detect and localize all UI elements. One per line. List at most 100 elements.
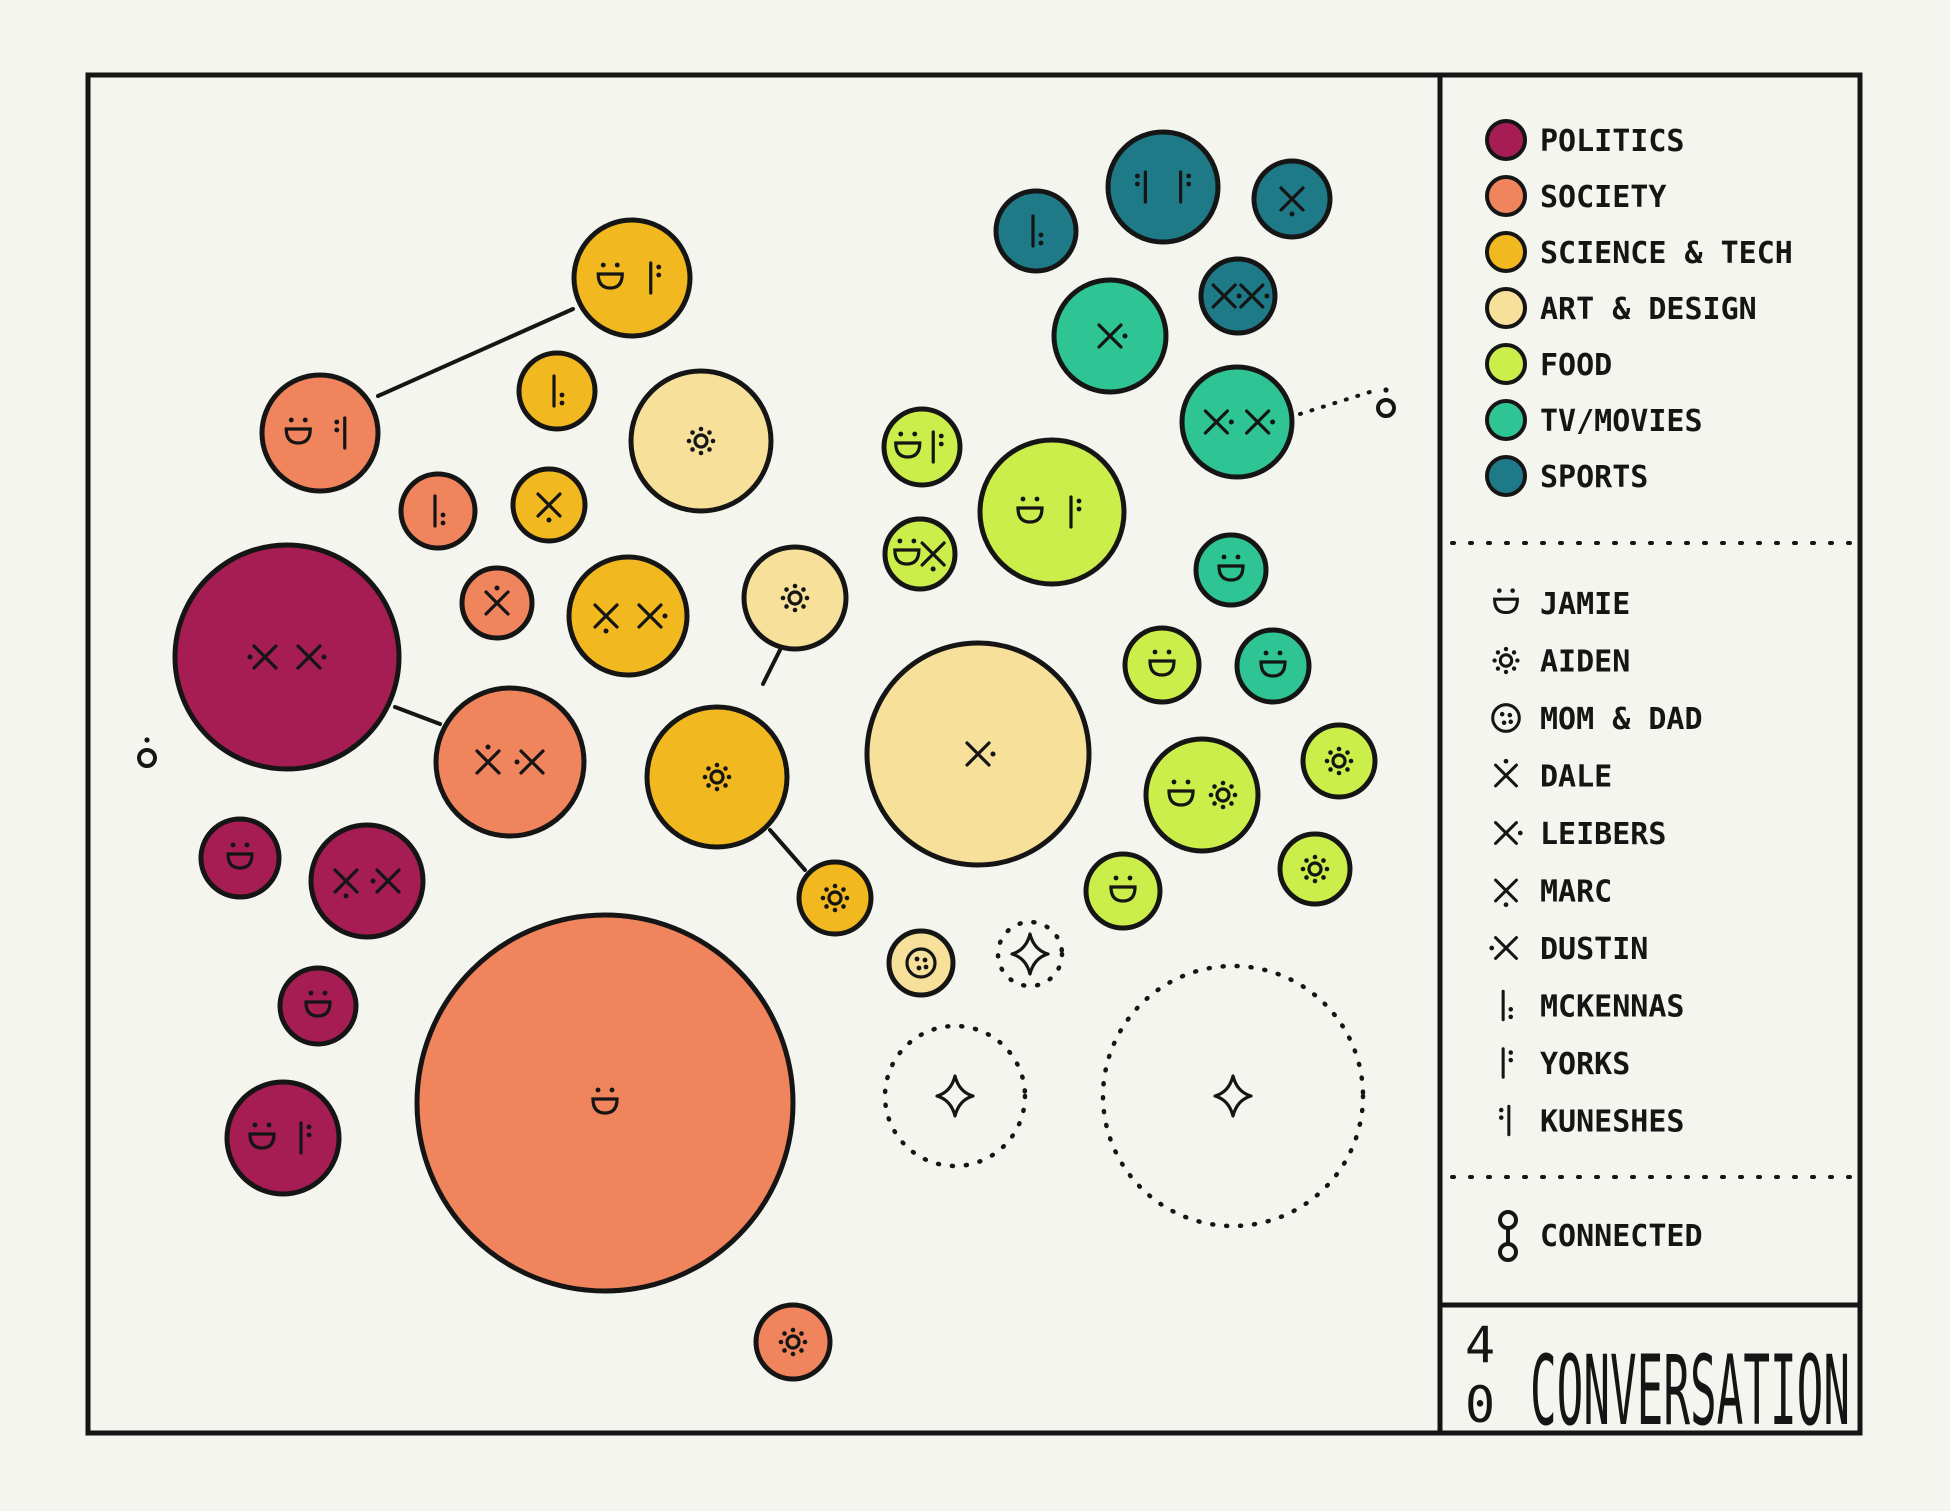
x-right-icon [1245,409,1276,435]
legend-item-tv-movies: TV/MOVIES [1485,399,1703,441]
plot-frame [85,72,1863,1436]
legend-person-label: MCKENNAS [1540,990,1685,1025]
bubble-politics [172,542,402,772]
bubble-food [1083,851,1163,931]
bubble-society [398,471,478,551]
bubble-food [1122,625,1202,705]
smile-icon [1109,875,1137,903]
sparkle-icon [1213,1074,1253,1118]
legend-person-marc: MARC [1494,875,1612,910]
legend-label: POLITICS [1540,124,1685,159]
x-left-icon [1489,936,1518,960]
x-right-icon [1097,323,1128,349]
x-right-icon [1239,283,1270,309]
legend-label: SOCIETY [1540,180,1666,215]
bubble-science-tech [571,217,693,339]
legend-label: ART & DESIGN [1540,292,1757,327]
smile-icon [226,842,254,870]
bubble-food [882,516,958,592]
sun-icon [1300,854,1330,884]
bubble-food [1143,736,1261,854]
bubble-art-design [628,368,774,514]
x-top-icon [1494,758,1518,788]
bubbles-layer [172,129,1378,1382]
connected-icon [1498,1210,1518,1262]
legend-person-dustin: DUSTIN [1489,932,1648,967]
legend-person-label: YORKS [1540,1047,1630,1082]
legend-person-label: MOM & DAD [1540,702,1703,737]
x-right-icon [965,741,996,767]
dots-circle-icon [1491,703,1521,733]
x-right-icon [1211,283,1242,309]
legend-label: SCIENCE & TECH [1540,236,1793,271]
sun-icon [1208,780,1238,810]
x-bottom-icon [333,868,359,899]
bar-high-icon [649,261,662,295]
sun-icon [702,762,732,792]
sparkle-icon [935,1074,975,1118]
bar-left-icon [334,416,347,450]
legend-person-label: DALE [1540,760,1612,795]
bubble-science-tech [516,350,598,432]
bubble-society [753,1302,833,1382]
dots-circle-icon [905,947,937,979]
bubble-sports [1105,129,1221,245]
legend-person-jamie: JAMIE [1493,587,1630,622]
bubble-art-design [886,928,956,998]
bubble-art-design [741,544,849,652]
legend-person-mckennas: MCKENNAS [1501,990,1685,1025]
connected-label: CONNECTED [1540,1219,1703,1254]
bubble-society [259,372,381,494]
sun-icon [1324,746,1354,776]
title-number-digit-2: 0 [1465,1376,1495,1434]
legend-person-label: LEIBERS [1540,817,1666,852]
connection-stub [1376,387,1396,418]
bar-low-icon [433,494,446,528]
smile-icon [1259,650,1287,678]
sparkle-icon [1010,932,1050,976]
bubble-society [433,685,587,839]
title-number-digit-1: 4 [1465,1316,1495,1374]
legend-people: JAMIE AIDEN MOM & DAD DALE LEIBERS MARC DUSTIN… [1489,587,1703,1140]
smile-icon [1217,554,1245,582]
bubble-politics [277,965,359,1047]
connection-line [1298,390,1372,416]
bubble-art-design [864,640,1092,868]
bubble-empty [1100,963,1366,1229]
x-top-icon [475,744,501,775]
smile-icon [1016,496,1044,524]
bar-high-icon [1069,495,1082,529]
x-left-icon [514,749,545,775]
legend-person-yorks: YORKS [1501,1047,1630,1082]
sun-icon [1492,646,1520,675]
legend-item-art-design: ART & DESIGN [1485,287,1757,329]
bubble-politics [198,816,282,900]
connected-legend: CONNECTED [1498,1210,1703,1262]
sun-icon [780,583,810,613]
legend-person-mom-dad: MOM & DAD [1491,702,1703,737]
x-bottom-icon [593,603,619,634]
bar-high-icon [1179,170,1192,204]
connection-line [376,307,575,398]
x-top-icon [484,585,510,616]
bubble-tv-movies [1051,277,1169,395]
bubble-politics [224,1079,342,1197]
legend-item-food: FOOD [1485,343,1612,385]
bubble-politics [308,822,426,940]
smile-icon [284,417,312,445]
legend-categories: POLITICS SOCIETY SCIENCE & TECH ART & DESIG… [1485,119,1793,497]
bubble-tv-movies [1234,627,1312,705]
bubble-science-tech [566,554,690,678]
x-right-icon [296,644,327,670]
x-left-icon [370,868,401,894]
legend-person-label: DUSTIN [1540,932,1648,967]
sun-icon [820,883,850,913]
bubble-science-tech [644,704,790,850]
sun-icon [686,426,716,456]
smile-icon [596,262,624,290]
bubble-tv-movies [1193,532,1269,608]
legend-person-label: JAMIE [1540,587,1630,622]
x-bottom-icon [920,541,946,572]
bar-high-icon [299,1121,312,1155]
